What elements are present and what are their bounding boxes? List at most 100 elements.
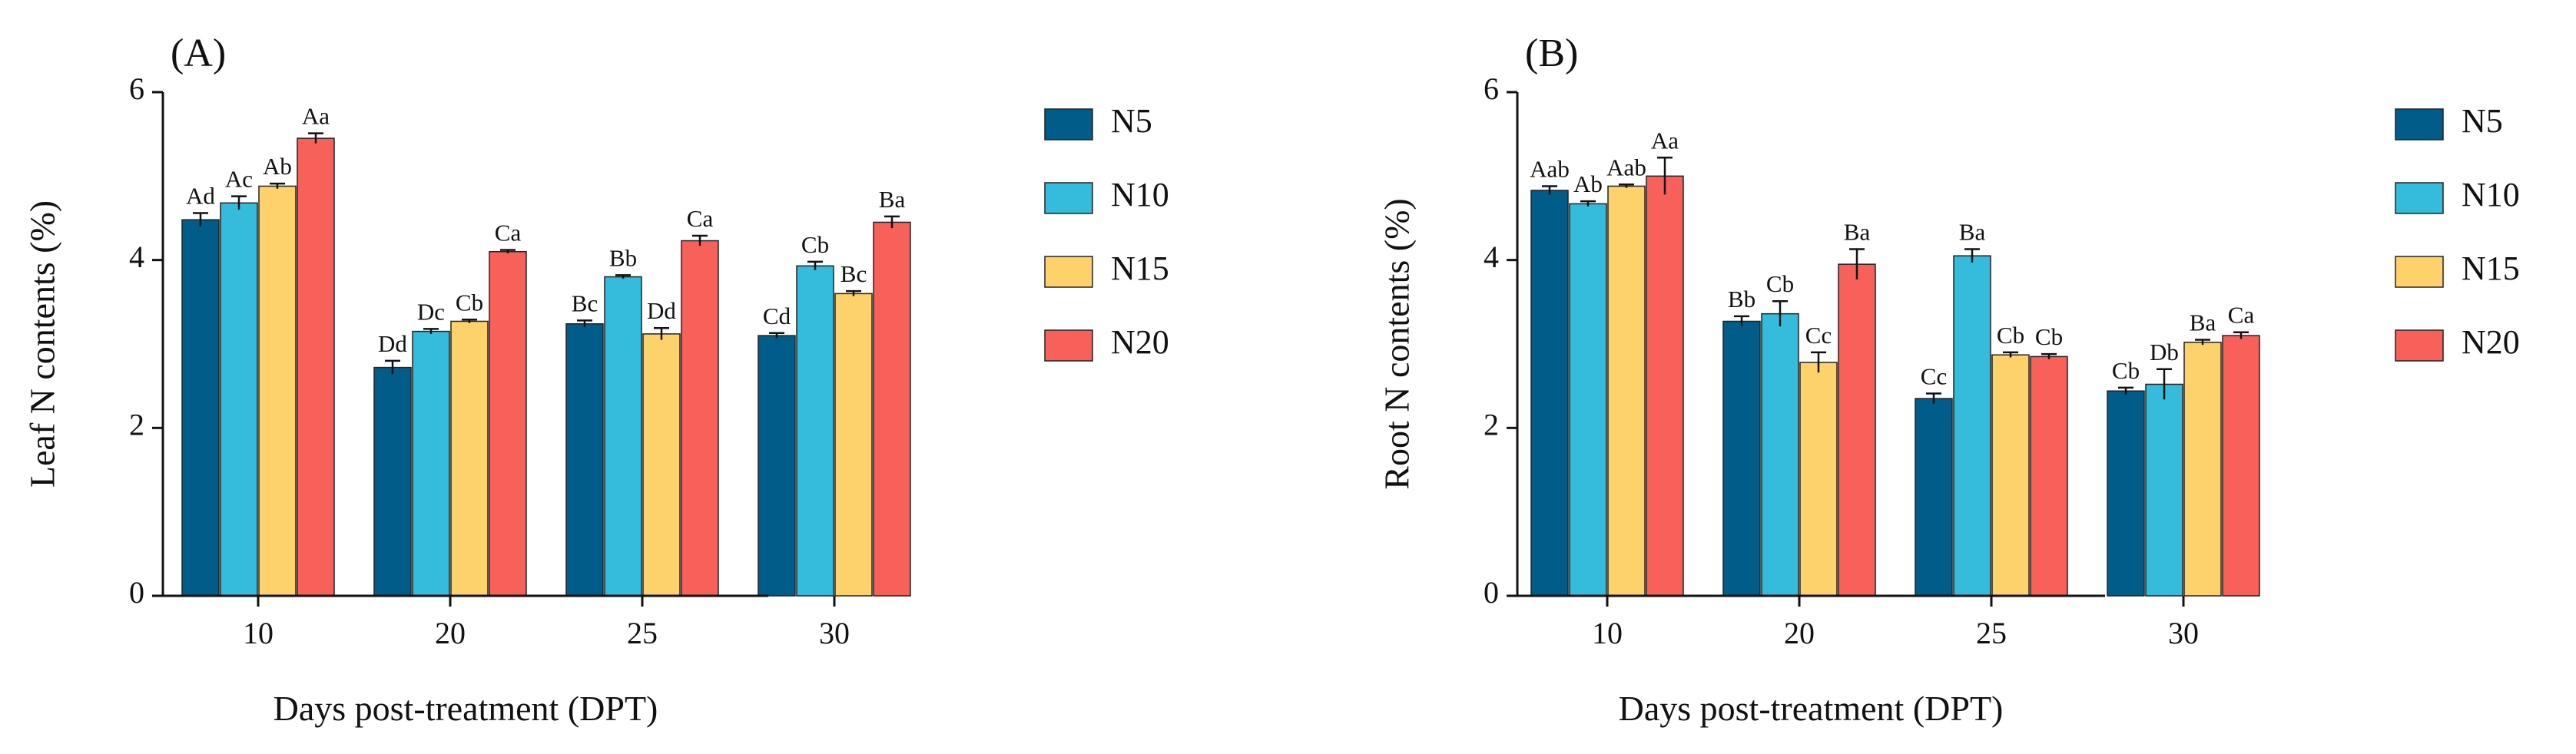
panel-b-legend-swatch [2395, 108, 2444, 141]
panel-b-significance-label: Cc [1921, 363, 1947, 390]
panel-b-bar-n10-20 [1761, 313, 1799, 597]
panel-a-legend-label: N15 [1111, 250, 1169, 287]
panel-a-x-tick-label: 10 [243, 616, 274, 650]
panel-a-legend: N5 N10 N15 N20 [1044, 102, 1169, 362]
panel-b-error-bar [2003, 351, 2018, 358]
panel-b-significance-label: Aab [1606, 154, 1646, 180]
panel-b-bar-n10-30 [2145, 383, 2183, 597]
panel-b-significance-label: Ab [1573, 170, 1603, 197]
panel-a-significance-label: Cb [801, 231, 829, 258]
panel-a-significance-label: Dd [378, 330, 407, 357]
panel-a-bar-n15-10 [258, 185, 297, 597]
panel-b-error-bar [2233, 331, 2249, 339]
panel-b-significance-label: Cb [1997, 322, 2024, 349]
panel-a-legend-swatch [1044, 182, 1093, 214]
panel-b-significance-label: Ba [2190, 309, 2216, 336]
panel-b-bar-n20-20 [1838, 263, 1876, 597]
panel-b-significance-label: Cb [2035, 323, 2063, 350]
panel-b-significance-label: Cb [1766, 270, 1794, 297]
panel-b-significance-label: Aab [1530, 155, 1570, 182]
panel-b-axes: 0 2 4 6 10 20 25 30 [1484, 71, 2199, 650]
panel-b-significance-label: Db [2150, 339, 2179, 365]
panel-a-legend-label: N10 [1111, 176, 1169, 213]
panel-b-significance-label: Cb [2112, 357, 2140, 384]
panel-a-significance-label: Ba [879, 186, 906, 213]
panel-a-x-tick-label: 30 [819, 616, 850, 650]
panel-a-error-bar [884, 215, 900, 229]
panel-a-significance-label: Bb [609, 244, 637, 271]
panel-a-bar-n20-30 [873, 221, 911, 597]
panel-a-significance-label: Dd [647, 297, 676, 324]
panel-a-legend-label: N20 [1111, 323, 1169, 361]
panel-b-legend-item-n10: N10 [2395, 176, 2520, 214]
panel-a-error-bar [231, 195, 247, 210]
panel-b-legend-swatch [2395, 256, 2444, 288]
panel-b-x-tick-label: 10 [1592, 616, 1623, 650]
panel-a-error-bar [462, 319, 477, 323]
panel-a-bar-n10-25 [604, 276, 642, 597]
panel-a-bar-n20-10 [297, 137, 335, 597]
panel-a-error-bar [807, 260, 823, 270]
panel-b-error-bar [1542, 185, 1557, 195]
panel-b-y-axis-label: Root N contents (%) [1378, 198, 1417, 489]
panel-a-legend-item-n20: N20 [1044, 323, 1169, 362]
panel-a-significance-label: Ac [225, 166, 253, 193]
panel-b-label: (B) [1525, 31, 1578, 75]
panel-a-error-bar [193, 212, 208, 227]
panel-b-bar-n15-10 [1607, 185, 1646, 597]
panel-a-legend-swatch [1044, 108, 1093, 141]
panel-a-significance-label: Bc [572, 289, 598, 316]
panel-b-error-bar [1811, 351, 1826, 373]
panel-a-legend-item-n5: N5 [1044, 102, 1152, 141]
panel-b-legend-item-n20: N20 [2395, 323, 2520, 362]
panel-b-error-bar [1734, 315, 1749, 327]
panel-a-significance-label: Cd [763, 303, 791, 329]
panel-a-x-tick-label: 20 [435, 616, 466, 650]
panel-a-error-bar [577, 319, 592, 328]
panel-a-error-bar [385, 359, 400, 375]
panel-b-bar-n5-20 [1722, 320, 1761, 597]
panel-b-bar-n15-20 [1799, 362, 1838, 597]
panel-a-significance-label: Dc [417, 298, 445, 325]
panel-a-error-bar [500, 249, 516, 253]
panel-b-bar-n15-25 [1991, 354, 2030, 597]
panel-b-legend-swatch [2395, 329, 2444, 362]
panel-a-error-bar [308, 132, 323, 144]
panel-b-legend-label: N20 [2462, 323, 2520, 361]
panel-a-error-bar [692, 234, 708, 246]
panel-a-significance-label: Bc [840, 260, 867, 287]
panel-a-legend-item-n10: N10 [1044, 176, 1169, 214]
panel-b-x-tick-label: 20 [1784, 616, 1815, 650]
panel-b-error-bar [1926, 392, 1941, 404]
panel-b-x-tick-label: 25 [1976, 616, 2007, 650]
panel-a-legend-item-n15: N15 [1044, 250, 1169, 288]
panel-a-error-bar [423, 328, 439, 334]
panel-a-error-bar [270, 182, 285, 189]
panel-b: (B) Root N contents (%) Days post-treatm… [1378, 31, 2520, 728]
panel-a-bar-n15-20 [450, 320, 489, 597]
panel-b-bar-n5-10 [1530, 190, 1569, 597]
panel-a-bar-n5-30 [758, 335, 796, 597]
panel-b-significance-label: Cc [1805, 322, 1832, 349]
panel-a-y-tick-label: 4 [129, 240, 144, 274]
panel-b-error-bar [1849, 248, 1865, 279]
panel-b-significance-label: Ca [2228, 302, 2255, 329]
panel-b-significance-label: Bb [1728, 286, 1755, 313]
panel-b-error-bar [1657, 157, 1673, 195]
panel-b-legend-label: N10 [2462, 176, 2520, 213]
panel-a-bar-n20-25 [681, 240, 719, 597]
panel-b-legend-item-n15: N15 [2395, 250, 2520, 288]
panel-b-bar-n15-30 [2183, 342, 2222, 597]
panel-b-legend-label: N15 [2462, 250, 2520, 287]
panel-a-significance-label: Cb [456, 289, 483, 316]
panel-b-error-bar [2118, 386, 2133, 395]
panel-a-legend-swatch [1044, 329, 1093, 362]
panel-b-error-bar [2041, 352, 2057, 359]
panel-a-bar-n10-30 [796, 265, 834, 597]
panel-b-error-bar [1619, 184, 1634, 188]
panel-b-error-bar [2195, 339, 2210, 346]
panel-a-legend-label: N5 [1111, 102, 1152, 140]
panel-b-x-tick-label: 30 [2168, 616, 2199, 650]
panel-a-x-tick-label: 25 [627, 616, 658, 650]
